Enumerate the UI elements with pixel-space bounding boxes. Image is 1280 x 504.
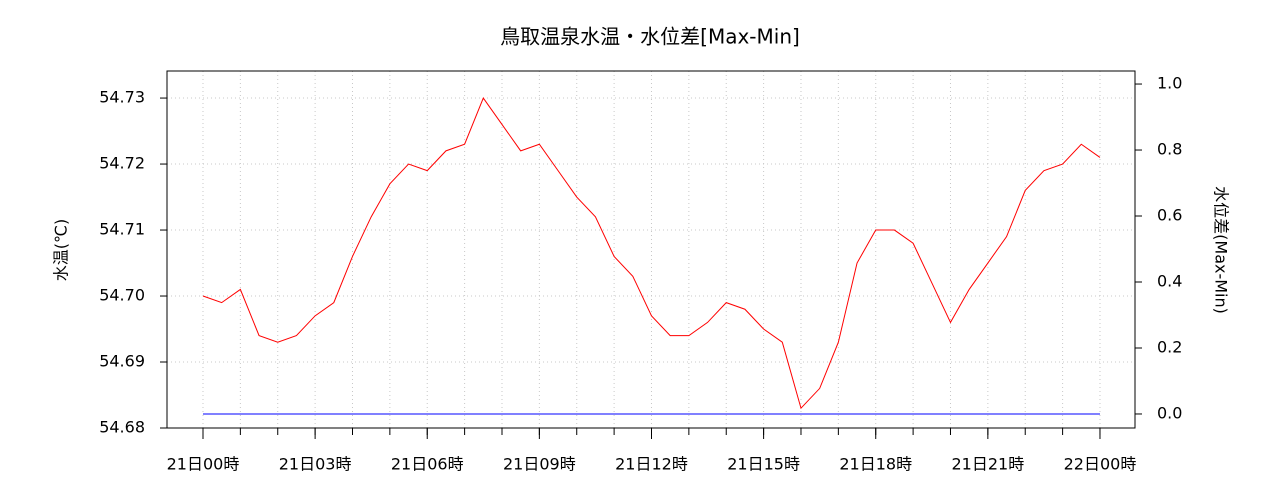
x-tick-label: 21日18時 [839, 455, 912, 474]
y-tick-label: 54.68 [99, 418, 145, 437]
chart-title: 鳥取温泉水温・水位差[Max-Min] [500, 25, 800, 49]
y-tick-label: 54.73 [99, 88, 145, 107]
y2-tick-label: 0.2 [1157, 337, 1182, 356]
data-line [202, 97, 1101, 410]
x-tick-label: 22日00時 [1064, 455, 1137, 474]
y2-tick-label: 0.0 [1157, 403, 1182, 422]
x-tick-label: 21日06時 [391, 455, 464, 474]
y-tick-label: 54.72 [99, 154, 145, 173]
y-axis-label: 水温(℃) [52, 219, 71, 281]
y2-tick-label: 1.0 [1157, 74, 1182, 93]
y2-tick-label: 0.6 [1157, 206, 1182, 225]
y2-axis-label: 水位差(Max-Min) [1212, 186, 1231, 314]
y-tick-label: 54.71 [99, 220, 145, 239]
x-tick-label: 21日03時 [279, 455, 352, 474]
x-tick-label: 21日12時 [615, 455, 688, 474]
y-tick-label: 54.70 [99, 286, 145, 305]
x-tick-label: 21日15時 [727, 455, 800, 474]
plot-frame [166, 70, 1136, 429]
y-tick-label: 54.69 [99, 352, 145, 371]
x-tick-label: 21日21時 [951, 455, 1024, 474]
y2-tick-label: 0.8 [1157, 140, 1182, 159]
x-tick-label: 21日00時 [167, 455, 240, 474]
y2-tick-label: 0.4 [1157, 271, 1182, 290]
x-tick-label: 21日09時 [503, 455, 576, 474]
